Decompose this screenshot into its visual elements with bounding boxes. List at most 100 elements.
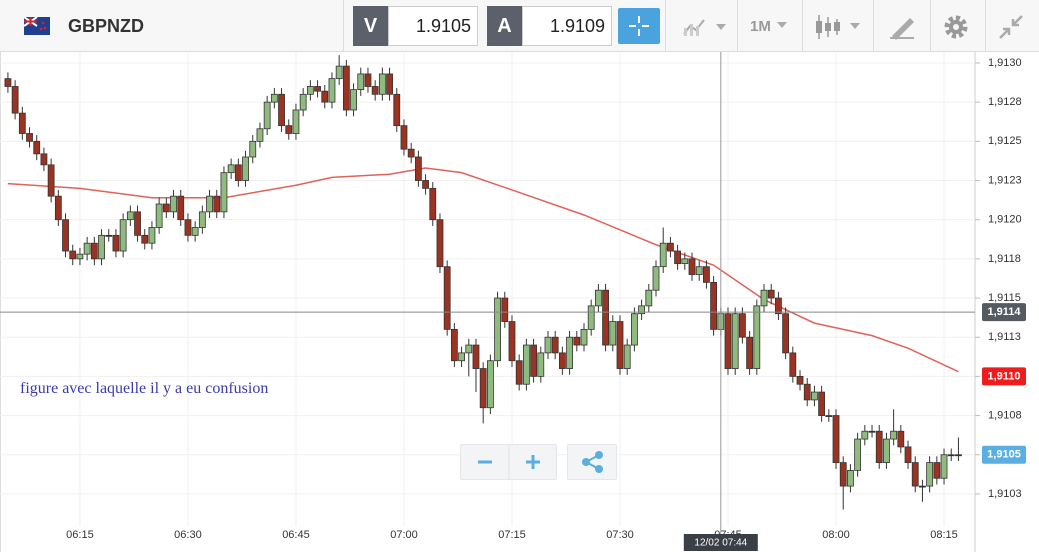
share-button[interactable] [567, 444, 617, 480]
separator [985, 0, 986, 52]
candle-body [184, 219, 192, 236]
candle-body [818, 391, 826, 416]
candle-body [256, 128, 264, 142]
candle-body [126, 211, 134, 221]
candle-body [177, 195, 185, 221]
candle-body [551, 336, 559, 354]
y-tick-label: 1,9103 [988, 488, 1022, 500]
candle-body [580, 328, 588, 346]
candle-body [335, 65, 343, 80]
chart-type-button[interactable] [682, 16, 728, 38]
candle-body [616, 321, 624, 369]
timeframe[interactable]: 1M [750, 18, 771, 35]
crosshair-time-box [683, 534, 758, 551]
candle-body [191, 227, 199, 236]
ask-label[interactable]: A [487, 6, 522, 46]
crosshair-price-box [982, 303, 1026, 322]
candle-body [33, 140, 41, 155]
candle-body [263, 101, 271, 130]
candle-body [54, 195, 62, 221]
draw-button[interactable] [888, 14, 916, 40]
candle-body [537, 352, 545, 377]
candle-body [955, 454, 962, 457]
candle-body [897, 430, 905, 448]
y-tick-label: 1,9125 [988, 135, 1022, 147]
candle-body [558, 352, 566, 369]
candle-body [249, 140, 257, 158]
zoom-icons [478, 445, 540, 479]
compress-button[interactable] [998, 14, 1024, 40]
candle-body [414, 156, 422, 181]
candle-body [494, 297, 501, 362]
crosshair-price-label: 1,9114 [987, 306, 1021, 318]
flag-icon [24, 17, 50, 35]
crosshair-time-label: 12/02 07:44 [694, 538, 747, 549]
candle-body [350, 89, 357, 111]
candle-body [760, 289, 768, 307]
candle-body [731, 313, 739, 369]
candle-body [270, 93, 278, 103]
candle-body [515, 360, 523, 385]
candle-body [62, 219, 69, 252]
candle-body [242, 156, 249, 181]
candle-body [875, 430, 883, 463]
candle-body [681, 258, 689, 264]
candle-body [674, 250, 682, 264]
candle-body [400, 125, 408, 150]
candle-body [422, 180, 429, 189]
candle-body [314, 86, 321, 92]
candle-body [724, 313, 732, 369]
candle-body [119, 219, 127, 252]
candle-type-button[interactable] [814, 13, 862, 41]
candle-body [573, 336, 581, 346]
candle-body [4, 78, 12, 87]
candle-body [450, 328, 458, 362]
y-tick-label: 1,9130 [988, 57, 1022, 69]
candle-body [155, 203, 163, 228]
candle-body [940, 454, 948, 479]
candle-body [703, 266, 710, 283]
separator [930, 0, 931, 52]
ask-price[interactable]: 1.9109 [522, 6, 612, 46]
last-price-box [982, 445, 1026, 464]
candle-body [213, 195, 221, 213]
settings-button[interactable] [943, 14, 969, 40]
candle-body [904, 446, 912, 463]
candle-body [847, 470, 854, 487]
crosshair-button[interactable] [618, 8, 660, 44]
bid-price[interactable]: 1.9105 [388, 6, 478, 46]
candle-body [796, 375, 804, 385]
candle-body [530, 344, 537, 377]
candle-body [112, 234, 120, 252]
x-tick-label: 07:00 [390, 529, 418, 541]
candle-body [695, 266, 703, 275]
candle-body [292, 109, 300, 134]
candle-body [386, 73, 393, 95]
candle-body [652, 266, 660, 291]
candle-body [883, 438, 890, 463]
candle-body [47, 164, 55, 197]
candle-body [465, 344, 473, 354]
candle-body [868, 430, 876, 433]
toolbar: GBPNZD V 1.9105 A 1.9109 1M [0, 0, 1039, 52]
candle-body [501, 297, 509, 322]
candle-body [782, 313, 790, 354]
candle-body [739, 313, 746, 338]
candle-body [667, 242, 674, 252]
y-tick-label: 1,9108 [988, 409, 1022, 421]
candle-body [90, 242, 98, 260]
candle-body [436, 219, 444, 268]
candle-body [443, 266, 451, 330]
candle-body [83, 242, 91, 255]
candle-body [148, 227, 156, 244]
candle-body [594, 289, 602, 307]
candle-body [11, 86, 19, 114]
candle-body [767, 289, 775, 299]
candle-body [76, 253, 84, 260]
candle-body [609, 321, 617, 346]
candle-body [544, 336, 552, 354]
candle-body [429, 187, 437, 221]
bid-label[interactable]: V [353, 6, 388, 46]
separator [873, 0, 874, 52]
x-tick-label: 08:15 [930, 529, 958, 541]
